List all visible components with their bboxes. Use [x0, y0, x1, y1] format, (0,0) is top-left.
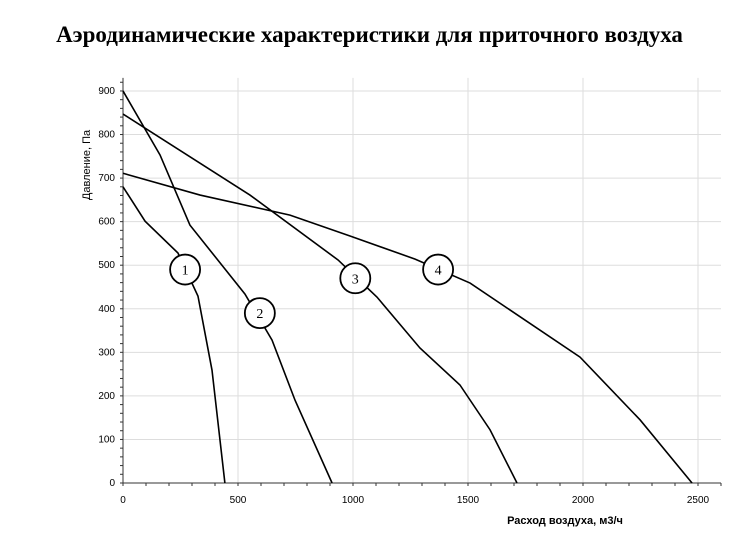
x-tick-label: 0: [120, 495, 126, 506]
x-tick-label: 1000: [342, 495, 365, 506]
y-tick-label: 300: [98, 347, 115, 358]
series-line-1: [122, 186, 226, 484]
series-marker-circle: [422, 253, 455, 286]
series-marker-circle: [169, 253, 202, 286]
series-line-3: [122, 113, 518, 484]
y-tick-label: 600: [98, 217, 115, 228]
y-tick-label: 700: [98, 173, 115, 184]
series-label: 2: [256, 307, 263, 322]
y-tick-label: 100: [98, 434, 115, 445]
y-tick-label: 800: [98, 130, 115, 141]
x-tick-label: 2500: [687, 495, 710, 506]
y-tick-label: 200: [98, 391, 115, 402]
x-tick-label: 1500: [457, 495, 480, 506]
series-label: 4: [435, 264, 442, 279]
series-label: 3: [352, 272, 359, 287]
series-line-4: [122, 172, 693, 484]
series-label: 1: [182, 264, 189, 279]
x-tick-label: 2000: [572, 495, 595, 506]
chart-title: Аэродинамические характеристики для прит…: [56, 22, 683, 47]
y-axis-label: Давление, Па: [81, 129, 93, 200]
series-marker-circle: [339, 262, 372, 295]
y-tick-label: 900: [98, 86, 115, 97]
y-tick-label: 400: [98, 304, 115, 315]
y-tick-label: 500: [98, 260, 115, 271]
x-axis-label: Расход воздуха, м3/ч: [507, 515, 623, 527]
series-line-2: [122, 90, 333, 484]
x-tick-label: 500: [230, 495, 247, 506]
series-marker-circle: [243, 297, 276, 330]
y-tick-label: 0: [109, 478, 115, 489]
